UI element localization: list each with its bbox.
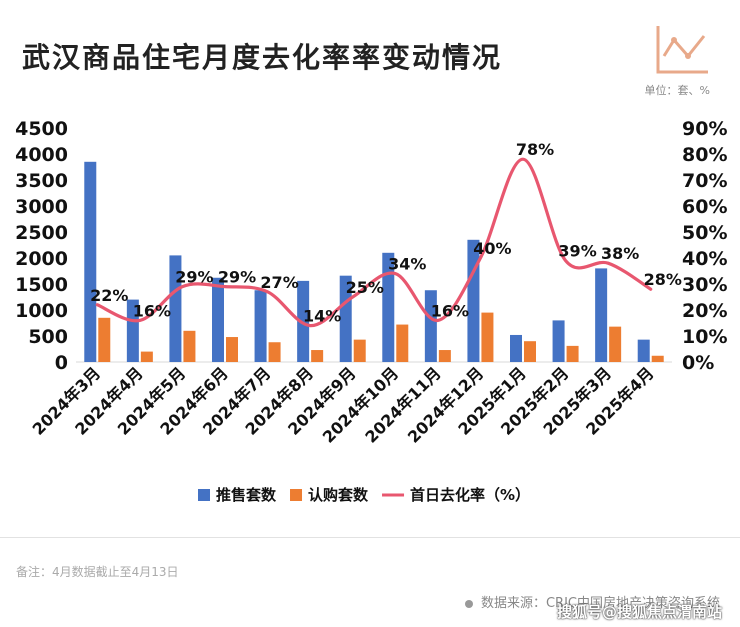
watermark: 搜狐号@搜狐焦点渭南站	[556, 603, 722, 621]
legend-label: 认购套数	[308, 486, 369, 504]
bar-subscribe	[140, 351, 153, 362]
data-label: 38%	[601, 244, 639, 263]
y-left-tick-label: 2500	[15, 222, 68, 244]
bar-supply	[382, 252, 395, 362]
y-left-tick-label: 4000	[15, 144, 68, 166]
data-label: 78%	[516, 140, 554, 159]
legend-swatch	[198, 489, 210, 501]
y-left-tick-label: 1500	[15, 274, 68, 296]
series-line-rate	[95, 157, 653, 328]
data-source: 数据来源：CRIC中国房地产决策咨询系统	[464, 592, 720, 611]
bar-subscribe	[438, 350, 451, 362]
bar-subscribe	[183, 330, 196, 362]
data-label: 16%	[133, 301, 171, 320]
y-right-tick-label: 90%	[682, 118, 727, 140]
y-right-tick-label: 50%	[682, 222, 727, 244]
chart-logo-icon	[656, 26, 708, 74]
data-label: 40%	[473, 239, 511, 258]
bar-subscribe	[226, 337, 238, 362]
y-left-tick-label: 4500	[15, 118, 68, 140]
bar-subscribe	[609, 326, 622, 362]
data-label: 39%	[558, 242, 596, 261]
data-label: 29%	[218, 268, 256, 287]
y-left-tick-label: 2000	[15, 248, 68, 270]
y-left-tick-label: 0	[55, 352, 68, 374]
bar-subscribe	[651, 355, 664, 362]
bar-subscribe	[481, 312, 494, 362]
divider	[0, 537, 740, 538]
bar-subscribe	[268, 342, 281, 362]
y-left-tick-label: 3000	[15, 196, 68, 218]
bar-supply	[552, 320, 565, 362]
bullet-icon	[464, 599, 473, 608]
y-right-tick-label: 80%	[682, 144, 727, 166]
y-left-tick-label: 3500	[15, 170, 68, 192]
y-left-tick-label: 1000	[15, 300, 68, 322]
bar-subscribe	[311, 350, 324, 362]
y-right-tick-label: 40%	[682, 248, 727, 270]
bar-supply	[339, 275, 352, 362]
bar-supply	[212, 277, 224, 362]
y-left-tick-label: 500	[28, 326, 68, 348]
legend-label: 推售套数	[216, 486, 277, 504]
bar-subscribe	[566, 345, 579, 362]
y-right-tick-label: 10%	[682, 326, 727, 348]
bar-supply	[254, 290, 267, 362]
bar-supply	[637, 339, 650, 362]
legend-label: 首日去化率（%）	[410, 486, 530, 504]
bar-supply	[84, 161, 97, 362]
data-label: 34%	[388, 255, 426, 274]
data-label: 27%	[260, 273, 298, 292]
y-right-tick-label: 0%	[682, 352, 714, 374]
legend-swatch	[290, 489, 303, 501]
data-label: 29%	[175, 268, 213, 287]
bar-supply	[169, 255, 182, 362]
footnote: 备注：4月数据截止至4月13日	[16, 565, 179, 579]
y-right-tick-label: 20%	[682, 300, 727, 322]
y-right-tick-label: 60%	[682, 196, 727, 218]
bar-subscribe	[524, 341, 536, 362]
page-title: 武汉商品住宅月度去化率率变动情况	[22, 41, 503, 74]
chart-area: 0 500 1000 1500 2000 2500 3000 3500 4000 4500 0% 10…	[15, 118, 727, 504]
bar-subscribe	[353, 339, 366, 362]
bar-supply	[467, 239, 480, 362]
unit-label: 单位：套、%	[644, 84, 710, 97]
bar-supply	[510, 334, 522, 362]
bar-supply	[424, 290, 437, 362]
y-right-tick-label: 30%	[682, 274, 727, 296]
data-label: 22%	[90, 286, 128, 305]
data-label: 28%	[644, 270, 682, 289]
bar-subscribe	[98, 317, 111, 362]
data-label: 25%	[346, 278, 384, 297]
data-source-text: 数据来源：CRIC中国房地产决策咨询系统	[480, 596, 720, 611]
data-label: 14%	[303, 307, 341, 326]
data-label: 16%	[431, 301, 469, 320]
bar-supply	[126, 299, 139, 362]
bar-supply	[595, 268, 608, 362]
bar-subscribe	[396, 324, 409, 362]
y-right-tick-label: 70%	[682, 170, 727, 192]
